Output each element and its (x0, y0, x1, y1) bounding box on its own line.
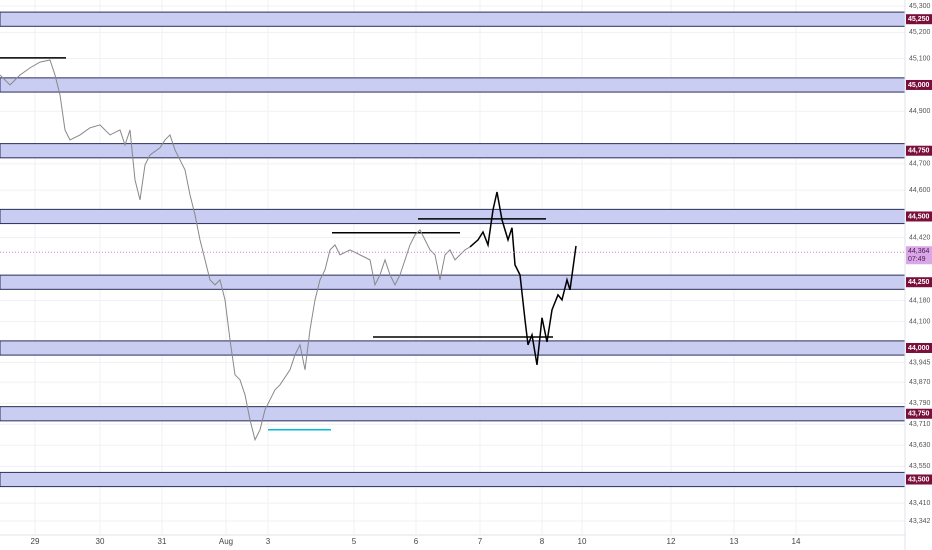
y-tick-label: 45,200 (909, 29, 931, 36)
y-tick-label: 44,900 (909, 108, 931, 115)
zone-label: 43,750 (908, 411, 930, 418)
zone-label-bg (906, 277, 932, 288)
x-tick-label: Aug (219, 537, 233, 546)
x-tick-label: 6 (414, 537, 419, 546)
zone-label: 45,000 (908, 82, 930, 89)
y-tick-label: 43,342 (909, 518, 931, 525)
x-tick-label: 14 (792, 537, 801, 546)
y-tick-label: 44,700 (909, 161, 931, 168)
zone (0, 406, 906, 422)
y-tick-label: 43,630 (909, 442, 931, 449)
y-tick-label: 43,550 (909, 463, 931, 470)
zone-label: 44,500 (908, 213, 930, 220)
x-tick-label: 30 (96, 537, 105, 546)
x-tick-label: 13 (730, 537, 739, 546)
zone-label-bg (906, 211, 932, 222)
zone (0, 340, 906, 356)
y-tick-label: 43,870 (909, 379, 931, 386)
price-line (0, 59, 471, 442)
zone-label: 44,750 (908, 148, 930, 155)
zone-label: 43,500 (908, 476, 930, 483)
zone (0, 11, 906, 27)
zone (0, 274, 906, 290)
x-tick-label: 5 (352, 537, 357, 546)
y-tick-label: 44,420 (909, 234, 931, 241)
y-tick-label: 44,100 (909, 319, 931, 326)
last-price-label: 44,364 (908, 248, 930, 255)
x-tick-label: 12 (667, 537, 676, 546)
x-tick-label: 8 (540, 537, 545, 546)
x-tick-label: 3 (266, 537, 271, 546)
y-tick-label: 43,790 (909, 400, 931, 407)
x-tick-label: 10 (578, 537, 587, 546)
zone-label-bg (906, 474, 932, 485)
zone-label-bg (906, 145, 932, 156)
x-tick-label: 31 (158, 537, 167, 546)
x-tick-label: 7 (478, 537, 483, 546)
y-tick-label: 43,710 (909, 421, 931, 428)
zone-label: 45,250 (908, 16, 930, 23)
zone-label-bg (906, 14, 932, 25)
last-price-bg (906, 246, 932, 265)
y-tick-label: 44,600 (909, 187, 931, 194)
price-line (469, 191, 577, 365)
y-tick-label: 43,945 (909, 359, 931, 366)
last-price-timer: 07:49 (908, 256, 926, 263)
zone-label: 44,000 (908, 345, 930, 352)
zone-label: 44,250 (908, 279, 930, 286)
zone (0, 208, 906, 225)
zone-label-bg (906, 342, 932, 353)
y-tick-label: 43,410 (909, 500, 931, 507)
zone-label-bg (906, 408, 932, 419)
zone (0, 471, 906, 488)
y-tick-label: 44,180 (909, 297, 931, 304)
zone-label-bg (906, 79, 932, 90)
zone (0, 77, 906, 93)
x-tick-label: 29 (31, 537, 40, 546)
zone (0, 143, 906, 159)
y-tick-label: 45,100 (909, 55, 931, 62)
y-tick-label: 45,300 (909, 3, 931, 10)
